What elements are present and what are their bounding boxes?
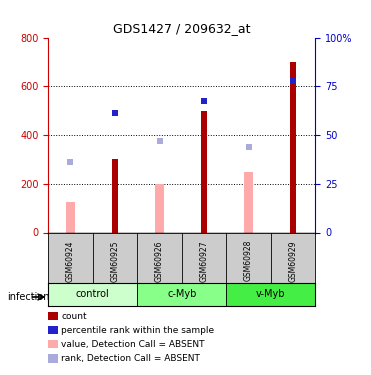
Text: value, Detection Call = ABSENT: value, Detection Call = ABSENT [61, 340, 205, 349]
Text: count: count [61, 312, 87, 321]
FancyBboxPatch shape [48, 283, 137, 306]
Bar [66, 202, 75, 232]
Point [157, 138, 162, 144]
Text: GSM60927: GSM60927 [200, 240, 209, 282]
Bar [112, 159, 118, 232]
Bar [155, 184, 164, 232]
FancyBboxPatch shape [226, 283, 315, 306]
Point [68, 159, 73, 165]
Text: GSM60926: GSM60926 [155, 240, 164, 282]
Point [290, 78, 296, 84]
Text: GSM60929: GSM60929 [289, 240, 298, 282]
Text: control: control [76, 290, 109, 299]
Point [112, 110, 118, 116]
Text: c-Myb: c-Myb [167, 290, 197, 299]
Point [201, 98, 207, 104]
Bar [244, 172, 253, 232]
Text: GSM60925: GSM60925 [111, 240, 119, 282]
Title: GDS1427 / 209632_at: GDS1427 / 209632_at [113, 22, 250, 35]
Point [246, 144, 252, 150]
Text: rank, Detection Call = ABSENT: rank, Detection Call = ABSENT [61, 354, 200, 363]
Text: GSM60928: GSM60928 [244, 240, 253, 282]
Bar [290, 62, 296, 232]
Text: percentile rank within the sample: percentile rank within the sample [61, 326, 214, 335]
FancyBboxPatch shape [137, 283, 226, 306]
Bar [201, 111, 207, 232]
Text: infection: infection [7, 292, 50, 302]
Text: v-Myb: v-Myb [256, 290, 286, 299]
Text: GSM60924: GSM60924 [66, 240, 75, 282]
